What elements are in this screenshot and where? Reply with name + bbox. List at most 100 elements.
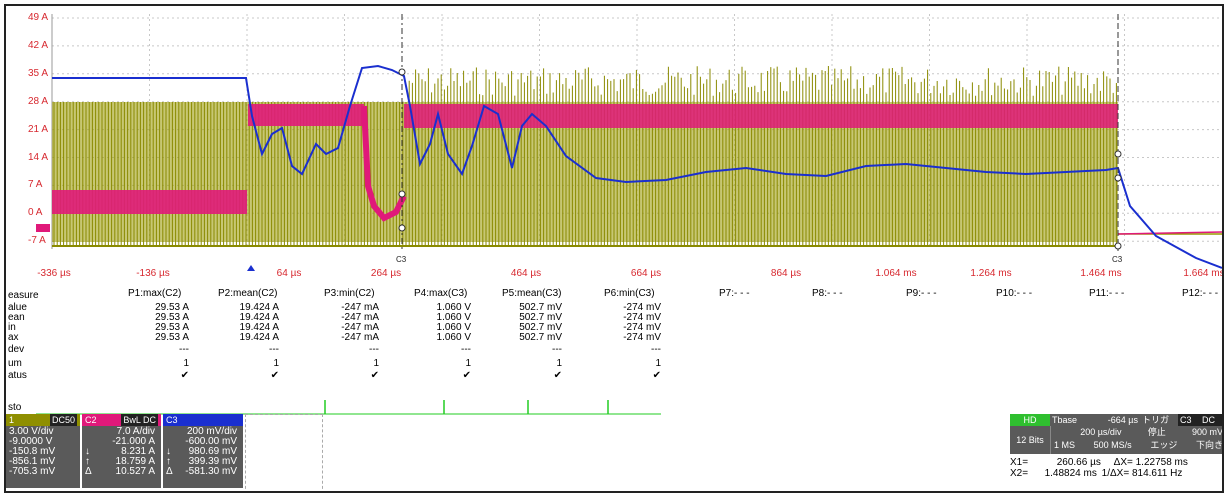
measure-cell: 1	[183, 358, 189, 369]
measure-cell: ---	[369, 344, 379, 355]
x1-label: X1=	[1010, 457, 1029, 468]
y-axis-label: 0 A	[28, 207, 43, 219]
measure-row-label: atus	[8, 370, 27, 381]
measure-cell: -247 mA	[341, 322, 379, 333]
channel-line-value: 8.231 A	[121, 446, 155, 457]
measure-header: P2:mean(C2)	[218, 288, 278, 299]
measure-cell: ✔	[270, 370, 279, 381]
trigger-type: エッジ	[1150, 440, 1178, 450]
x-axis-label: 664 µs	[630, 268, 662, 279]
inv-dx-label: 1/ΔX=	[1101, 468, 1130, 479]
y-axis-label: 7 A	[28, 179, 43, 191]
channel-line-marker: -705.3 mV	[9, 466, 56, 477]
channel-3-waveform	[52, 64, 1222, 269]
ch2-marker	[36, 224, 50, 232]
channel-panel[interactable]: C2 BwL DC 7.0 A/div -21.000 A ↓ 8.231 A ↑ 18.75…	[82, 414, 161, 491]
y-axis-label: 49 A	[28, 12, 49, 23]
measure-cell: 19.424 A	[239, 322, 279, 333]
measure-cell: ---	[461, 344, 471, 355]
channel-line-marker: ↓	[85, 446, 90, 457]
x2-label: X2=	[1010, 468, 1029, 479]
x-axis-label: -136 µs	[136, 268, 170, 279]
ch3-trace	[52, 64, 1222, 269]
measure-cell: ---	[179, 344, 189, 355]
measure-header: P5:mean(C3)	[502, 288, 562, 299]
dx-value: 1.22758 ms	[1135, 457, 1188, 468]
measure-cell: 1	[373, 358, 379, 369]
channel-panel[interactable]: C3 200 mV/div -600.00 mV ↓ 980.69 mV ↑ 399.39 …	[163, 414, 243, 491]
trigger-channel: C3	[1178, 414, 1200, 426]
measure-cell: ✔	[462, 370, 471, 381]
measure-cell: 19.424 A	[239, 332, 279, 343]
channel-line-value: -581.30 mV	[185, 466, 237, 477]
channel-coupling: DC50	[49, 414, 77, 426]
dx-label: ΔX=	[1113, 457, 1133, 468]
measure-cell: ---	[552, 344, 562, 355]
channel-id: C3	[166, 415, 178, 425]
measure-cell: 502.7 mV	[519, 332, 562, 343]
trigger-label: トリガ	[1140, 414, 1178, 426]
histogram-strip	[36, 400, 661, 415]
measure-cell: -247 mA	[341, 332, 379, 343]
measure-cell: 502.7 mV	[519, 302, 562, 313]
measure-cell: -274 mV	[623, 322, 661, 333]
y-axis-label: -7 A	[28, 235, 46, 247]
measure-cell: -247 mA	[341, 312, 379, 323]
x-axis-label: 464 µs	[510, 268, 542, 279]
ch2-tail	[1117, 231, 1222, 235]
channel-line-marker: -9.0000 V	[9, 436, 53, 447]
tbase-label: Tbase	[1050, 414, 1094, 426]
measure-cell: 1	[273, 358, 279, 369]
x-axis-label: -336 µs	[37, 268, 71, 279]
measure-header: P9:- - -	[906, 288, 937, 299]
ch2-dip	[361, 105, 407, 222]
measure-cell: 1	[655, 358, 661, 369]
channel-line-marker: Δ	[85, 466, 92, 477]
x1-value: 260.66 µs	[1056, 457, 1101, 468]
measure-cell: 1	[465, 358, 471, 369]
measure-header: P6:min(C3)	[604, 288, 655, 299]
sample-rate: 500 MS/s	[1093, 440, 1132, 450]
measure-row-label: dev	[8, 344, 25, 355]
timebase-trigger-panel: HD Tbase -664 µs トリガ C3 DC 12 Bits 200 µ…	[1010, 414, 1222, 491]
ch2-low-band	[52, 190, 247, 214]
channel-line-marker: -150.8 mV	[9, 446, 56, 457]
measure-cell: 1	[556, 358, 562, 369]
x2-value: 1.48824 ms	[1044, 468, 1097, 479]
measure-header: P11:- - -	[1089, 288, 1125, 299]
run-state: 停止	[1147, 427, 1166, 437]
measure-cell: 29.53 A	[155, 322, 189, 333]
measure-cell: 29.53 A	[155, 312, 189, 323]
memory-depth: 1 MS	[1054, 440, 1076, 450]
time-per-div: 200 µs/div	[1080, 427, 1122, 437]
cursor-node	[398, 224, 406, 232]
channel-line-marker: ↑	[166, 456, 171, 467]
channel-line-marker: Δ	[166, 466, 173, 477]
measure-header: P7:- - -	[719, 288, 750, 299]
measure-header: P3:min(C2)	[324, 288, 375, 299]
ch2-high-band-b	[404, 104, 1118, 128]
measurement-table: easure alue ean in ax dev um atus sto P1:max(C2) P…	[6, 288, 1222, 415]
cursor-node	[1114, 150, 1122, 158]
measure-cell: 29.53 A	[155, 302, 189, 313]
cursor-c2-label: C3	[1112, 255, 1123, 264]
waveform-plot: C3 C3	[36, 14, 1222, 271]
trigger-marker-icon	[247, 265, 255, 271]
channel-line-marker: -856.1 mV	[9, 456, 56, 467]
measure-cell: 1.060 V	[436, 302, 471, 313]
measure-cell: 1.060 V	[436, 332, 471, 343]
x-axis-label: 1.264 ms	[970, 268, 1012, 279]
y-axis-label: 28 A	[28, 95, 49, 107]
measure-cell: 502.7 mV	[519, 312, 562, 323]
measure-header: P12:- - -	[1182, 288, 1219, 299]
measure-cell: 19.424 A	[239, 312, 279, 323]
measure-cell: -274 mV	[623, 302, 661, 313]
channel-panel[interactable]: 1 DC50 3.00 V/div -9.0000 V -150.8 mV -856.1 …	[6, 414, 80, 491]
channel-id: C2	[85, 415, 97, 425]
measure-row-label: in	[8, 322, 16, 333]
x-axis-label: 1.064 ms	[875, 268, 917, 279]
channel-line-value: 10.527 A	[115, 466, 155, 477]
measure-cell: ✔	[652, 370, 661, 381]
y-axis-label: 21 A	[28, 123, 49, 135]
